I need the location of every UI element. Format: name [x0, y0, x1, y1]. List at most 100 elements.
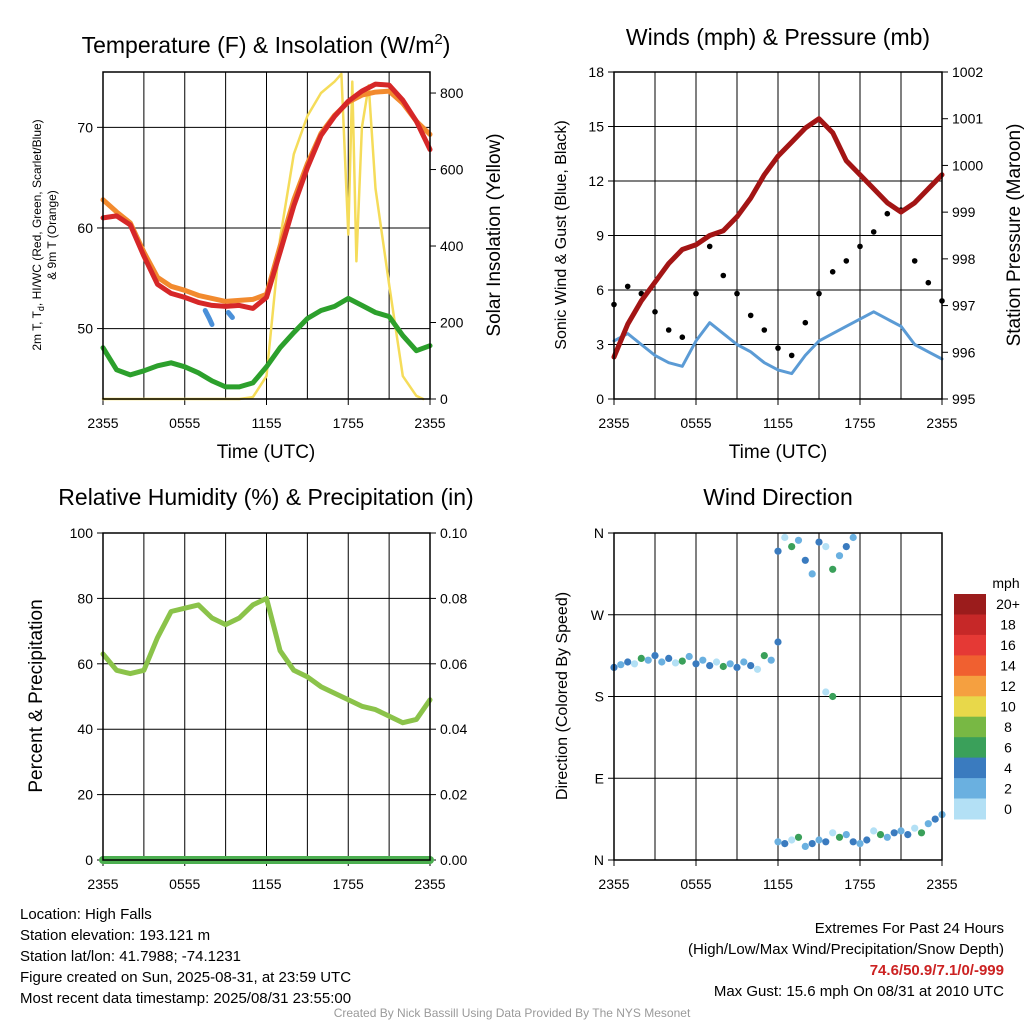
direction-point [835, 833, 844, 841]
winds-gust-point [706, 243, 713, 250]
humidity-panel: Relative Humidity (%) & Precipitation (i… [26, 484, 474, 892]
direction-point [706, 662, 714, 670]
direction-point [665, 654, 673, 663]
colorbar-swatch [954, 675, 986, 697]
direction-point [719, 662, 727, 671]
humidity-rh-line [100, 595, 433, 726]
temperature-y2tick-label: 400 [440, 238, 464, 254]
colorbar-swatch [954, 696, 986, 718]
humidity-xtick-label: 2355 [87, 876, 118, 892]
direction-point [829, 565, 837, 573]
winds-xtick-label: 1155 [763, 415, 793, 431]
direction-point [924, 820, 932, 828]
winds-ytick-label: 6 [596, 282, 604, 298]
winds-ytick-label: 0 [596, 391, 604, 407]
humidity-ytick-label: 80 [77, 590, 93, 606]
direction-point [781, 533, 789, 542]
colorbar-swatch [954, 778, 986, 800]
temperature-xtick-label: 0555 [169, 415, 200, 431]
humidity-ytick-label: 40 [77, 721, 93, 737]
winds-ytick-label: 15 [588, 119, 604, 135]
colorbar-swatch [954, 798, 986, 820]
winds-y2tick-label: 1000 [952, 157, 983, 173]
direction-point [835, 552, 844, 560]
colorbar-label: 4 [1004, 760, 1012, 776]
colorbar-label: 8 [1004, 719, 1012, 735]
humidity-ytick-label: 60 [77, 656, 93, 672]
humidity-ytick-label: 20 [77, 787, 93, 803]
direction-point [890, 829, 898, 837]
colorbar-label: 10 [1000, 699, 1016, 715]
winds-gust-point [829, 269, 836, 275]
winds-gust-point [761, 327, 768, 333]
direction-point [822, 543, 830, 551]
direction-point [849, 533, 857, 542]
temperature-xtick-label: 2355 [87, 415, 118, 431]
direction-point [842, 831, 850, 839]
winds-gust-point [870, 229, 877, 235]
colorbar-swatch [954, 716, 986, 738]
humidity-xtick-label: 1755 [333, 876, 364, 892]
temperature-ylabel-line1: 2m T, Td, HI/WC (Red, Green, Scarlet/Blu… [30, 119, 46, 350]
temperature-series-line-2 [100, 295, 433, 390]
winds-gust-point [652, 309, 658, 315]
winds-gust-point [884, 210, 891, 217]
colorbar-swatch [954, 614, 986, 636]
direction-point [767, 656, 775, 664]
temperature-y2label: Solar Insolation (Yellow) [484, 133, 505, 336]
direction-point [624, 658, 632, 666]
winds-y2tick-label: 996 [952, 344, 976, 360]
colorbar-swatch [954, 737, 986, 759]
direction-point [822, 838, 830, 846]
direction-point [726, 660, 734, 668]
direction-point [876, 831, 885, 839]
winds-sonic-wind-line [612, 310, 944, 376]
temperature-series-line-3 [202, 308, 215, 327]
winds-y2tick-label: 1002 [952, 64, 983, 80]
temperature-ytick-label: 60 [77, 220, 93, 236]
speed-colorbar: mph 20+ 18 16 14 12 10 8 6 4 2 0 [954, 575, 1020, 820]
winds-y2tick-label: 1001 [952, 111, 983, 127]
direction-point [808, 570, 816, 578]
direction-point [760, 652, 768, 660]
colorbar-unit-label: mph [992, 575, 1019, 591]
direction-point [637, 654, 645, 663]
direction-point [863, 836, 871, 844]
temperature-xtick-label: 2355 [414, 415, 445, 431]
direction-point [747, 662, 755, 670]
direction-xtick-label: 1755 [844, 876, 875, 892]
colorbar-label: 16 [1000, 637, 1016, 653]
temperature-y2tick-label: 200 [440, 315, 464, 331]
colorbar-swatch [954, 634, 986, 656]
direction-point [671, 659, 680, 667]
colorbar-swatch [954, 594, 986, 615]
winds-ytick-label: 18 [588, 64, 604, 80]
temperature-plot-border [102, 71, 431, 400]
winds-gust-point [788, 352, 795, 359]
direction-point [774, 838, 782, 846]
colorbar-label: 0 [1004, 801, 1012, 817]
winds-ytick-label: 3 [596, 337, 604, 353]
direction-point [658, 658, 666, 666]
direction-point [651, 652, 659, 660]
direction-point [753, 665, 762, 673]
direction-point [904, 831, 912, 839]
extremes-subtitle: (High/Low/Max Wind/Precipitation/Snow De… [688, 941, 1004, 958]
winds-gust-point [693, 290, 699, 297]
direction-point [897, 827, 905, 835]
humidity-y2tick-label: 0.04 [440, 721, 467, 737]
winds-ytick-label: 9 [596, 228, 604, 244]
location-text: Location: High Falls [20, 906, 152, 923]
winds-xtick-label: 0555 [680, 415, 711, 431]
temperature-ylabel-line2: & 9m T (Orange) [45, 190, 59, 280]
winds-gust-point [720, 272, 727, 279]
direction-point [740, 658, 748, 666]
colorbar-swatch [954, 757, 986, 779]
direction-point [815, 538, 823, 546]
humidity-y2tick-label: 0.08 [440, 590, 467, 606]
direction-point [829, 829, 837, 837]
winds-gust-point [843, 258, 850, 264]
direction-point [794, 536, 803, 544]
winds-gust-point [816, 290, 822, 297]
direction-point [801, 842, 809, 851]
